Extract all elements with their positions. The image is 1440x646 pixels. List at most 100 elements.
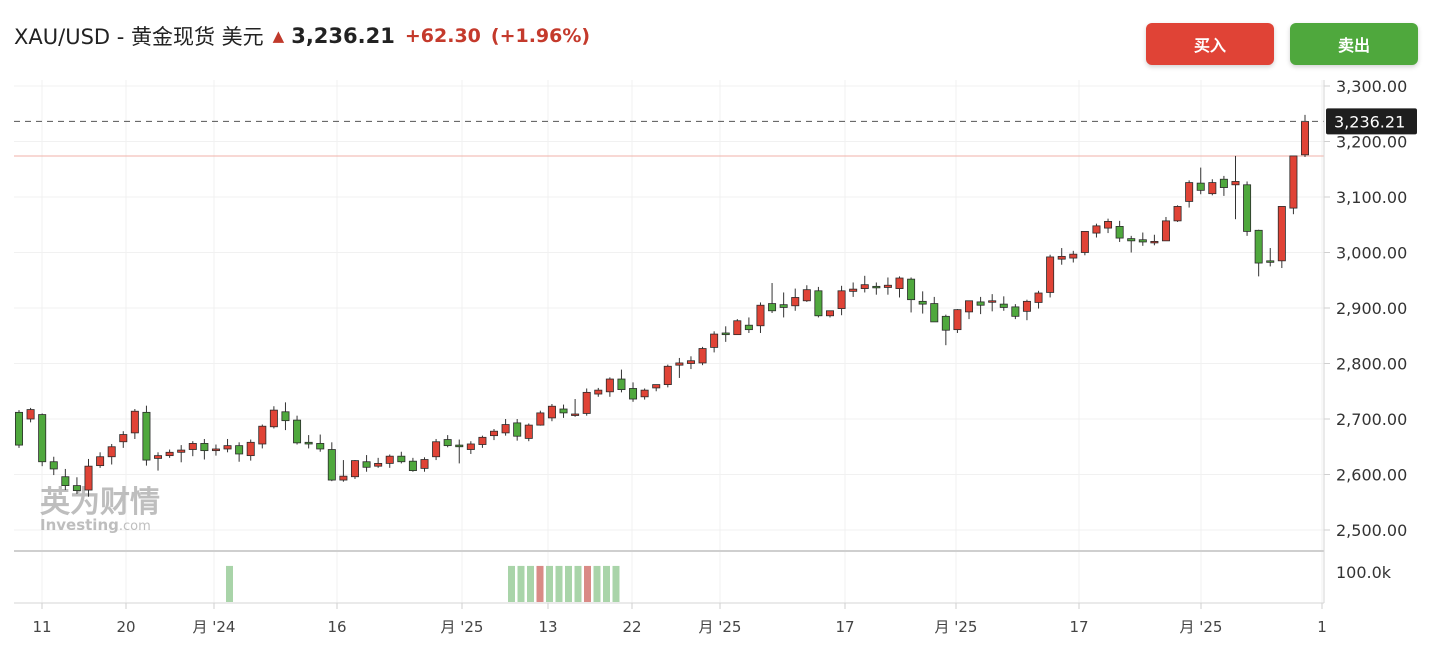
candle-body <box>385 455 394 464</box>
candle-body <box>872 285 881 289</box>
x-tick-label: 20 <box>116 618 135 636</box>
candle-body <box>999 303 1008 308</box>
candle-body <box>490 430 499 437</box>
candle-body <box>814 290 823 317</box>
candle-body <box>235 445 244 455</box>
candle-body <box>930 303 939 323</box>
candle-body <box>1138 239 1147 243</box>
sell-button[interactable]: 卖出 <box>1290 23 1418 65</box>
volume-axis-label: 100.0k <box>1336 563 1392 582</box>
candle-body <box>455 444 464 448</box>
candle-body <box>883 284 892 288</box>
candle-body <box>907 278 916 301</box>
x-tick-label: 月 '25 <box>699 618 742 636</box>
candle-body <box>165 451 174 457</box>
x-tick-label: 月 '25 <box>935 618 978 636</box>
candle-body <box>965 300 974 313</box>
candle-body <box>1022 300 1031 312</box>
candle-body <box>362 461 371 468</box>
candle-body <box>605 378 614 393</box>
candle-body <box>350 460 359 478</box>
candle-body <box>860 284 869 289</box>
x-tick-label: 17 <box>835 618 854 636</box>
candle-body <box>698 348 707 364</box>
candle-body <box>791 297 800 307</box>
candle-body <box>1150 240 1159 244</box>
candle-body <box>26 409 35 420</box>
volume-bar <box>226 565 233 602</box>
candle-body <box>536 412 545 426</box>
candle-body <box>142 411 151 461</box>
buy-button[interactable]: 买入 <box>1146 23 1274 65</box>
last-price-tag-label: 3,236.21 <box>1334 112 1405 131</box>
watermark-cn: 英为财情 <box>40 485 160 520</box>
candle-body <box>327 449 336 481</box>
volume-bar <box>574 565 582 602</box>
investing-watermark: 英为财情 Investing.com <box>40 485 160 534</box>
candle-body <box>559 408 568 414</box>
candle-body <box>802 289 811 302</box>
candle-body <box>49 461 58 470</box>
candle-body <box>107 446 116 458</box>
candle-body <box>941 315 950 331</box>
candle-body <box>96 456 105 467</box>
y-tick-label: 3,200.00 <box>1336 133 1407 152</box>
candle-body <box>1277 206 1286 262</box>
volume-bar <box>612 565 620 602</box>
candle-body <box>177 449 186 453</box>
candle-body <box>1254 229 1263 264</box>
candle-body <box>223 445 232 450</box>
candle-body <box>1196 182 1205 191</box>
candle-body <box>721 332 730 336</box>
x-tick-label: 13 <box>538 618 557 636</box>
candle-body <box>513 422 522 437</box>
x-tick-label: 16 <box>327 618 346 636</box>
last-price-tag: 3,236.21 <box>1326 108 1417 135</box>
y-tick-label: 3,300.00 <box>1336 77 1407 96</box>
candle-body <box>61 476 70 487</box>
candle-body <box>246 441 255 457</box>
candle-body <box>154 455 163 459</box>
price-change-percent: (+1.96%) <box>490 25 591 47</box>
chart-grid <box>14 80 1324 603</box>
candle-body <box>466 443 475 450</box>
candle-body <box>1034 292 1043 303</box>
candle-body <box>432 441 441 458</box>
candle-body <box>1127 238 1136 242</box>
candle-body <box>895 277 904 289</box>
candles-layer <box>15 114 1309 497</box>
candle-body <box>304 441 313 445</box>
candle-body <box>258 425 267 445</box>
candle-body <box>72 485 81 491</box>
candle-body <box>443 439 452 447</box>
volume-bar <box>603 565 610 602</box>
y-tick-label: 2,500.00 <box>1336 521 1407 540</box>
candle-body <box>918 300 927 305</box>
candle-body <box>15 411 23 446</box>
candle-body <box>1243 184 1252 232</box>
candle-body <box>200 443 209 452</box>
candle-body <box>1080 231 1089 253</box>
candle-body <box>663 365 672 385</box>
x-tick-label: 1 <box>1317 618 1327 636</box>
candle-body <box>524 424 533 439</box>
candle-body <box>617 378 626 390</box>
y-tick-label: 2,900.00 <box>1336 299 1407 318</box>
candle-body <box>768 303 777 312</box>
candle-body <box>281 411 290 422</box>
candle-body <box>594 389 603 395</box>
volume-bar <box>593 565 601 602</box>
candle-body <box>501 424 510 434</box>
candle-body <box>1173 206 1182 222</box>
candle-body <box>211 448 220 452</box>
candle-body <box>825 310 834 317</box>
x-tick-label: 月 '24 <box>193 618 236 636</box>
volume-bar <box>555 565 563 602</box>
candle-body <box>1289 155 1298 209</box>
x-tick-label: 17 <box>1069 618 1088 636</box>
candle-body <box>316 443 325 450</box>
candle-body <box>1219 178 1228 188</box>
candle-body <box>686 360 695 364</box>
candle-body <box>408 460 417 472</box>
